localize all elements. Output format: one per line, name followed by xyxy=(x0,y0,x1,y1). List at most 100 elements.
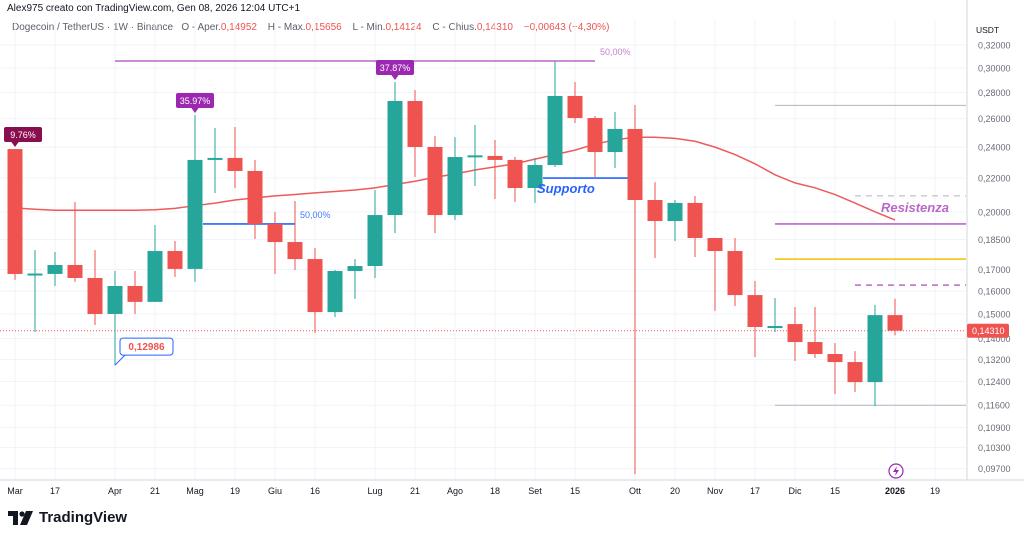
y-tick-label: 0,11600 xyxy=(978,401,1010,411)
y-tick-label: 0,30000 xyxy=(978,63,1011,73)
candle-down xyxy=(7,149,23,274)
candle-down xyxy=(567,95,583,119)
candle-down xyxy=(647,199,663,222)
candle-down xyxy=(827,354,843,363)
x-tick-label: Ago xyxy=(447,486,463,496)
candle-down xyxy=(127,286,143,302)
y-tick-label: 0,09700 xyxy=(978,464,1011,474)
x-tick-label: Mag xyxy=(186,486,204,496)
candle-down xyxy=(727,251,743,296)
pct-label-box xyxy=(4,127,42,143)
candle-down xyxy=(687,202,703,238)
candle-down xyxy=(487,155,503,160)
candle-up xyxy=(467,155,483,158)
candle-down xyxy=(287,242,303,260)
x-tick-label: Lug xyxy=(367,486,382,496)
x-tick-label: 20 xyxy=(670,486,680,496)
price-chart[interactable]: 50,00% 50,00% Supporto Resistenza 9.76% 35.97… xyxy=(0,0,1024,500)
candle-up xyxy=(147,251,163,302)
change-value: −0,00643 (−4,30%) xyxy=(523,22,610,33)
x-tick-label: Apr xyxy=(108,486,122,496)
pct-label-pointer xyxy=(11,141,19,148)
lightning-icon-glyph xyxy=(893,466,899,476)
high-value: 0,15656 xyxy=(305,22,342,33)
candle-down xyxy=(807,342,823,355)
candle-down xyxy=(427,146,443,216)
axes: 0,32000 0,30000 0,28000 0,26000 0,24000 0,220… xyxy=(0,0,1024,496)
candle-up xyxy=(107,286,123,314)
y-tick-label: 0,17000 xyxy=(978,265,1011,275)
supporto-text: Supporto xyxy=(537,181,595,196)
y-tick-label: 0,10300 xyxy=(978,443,1011,453)
candle-up xyxy=(447,157,463,216)
logo-text: TradingView xyxy=(39,509,128,526)
price-callout-box xyxy=(119,337,174,356)
tradingview-logo-icon xyxy=(8,510,33,525)
candle-up xyxy=(187,159,203,269)
candle-up xyxy=(207,157,223,160)
pct-label-box xyxy=(376,60,414,76)
candle-up xyxy=(387,101,403,216)
candle-down xyxy=(747,295,763,327)
pct-label: 9.76% xyxy=(10,130,36,140)
candle-up xyxy=(767,326,783,329)
candle-up xyxy=(27,273,43,276)
tradingview-logo[interactable]: TradingView xyxy=(8,509,127,526)
y-tick-label: 0,16000 xyxy=(978,287,1011,297)
x-tick-label: 15 xyxy=(570,486,580,496)
open-value: 0,14952 xyxy=(220,22,257,33)
x-tick-label: 19 xyxy=(930,486,940,496)
annotation-lines xyxy=(0,60,966,406)
y-tick-label: 0,13200 xyxy=(978,355,1011,365)
x-tick-label: Mar xyxy=(7,486,23,496)
x-tick-label: 21 xyxy=(150,486,160,496)
price-callout-text: 0,12986 xyxy=(128,342,165,353)
candle-up xyxy=(547,95,563,166)
x-tick-label: 21 xyxy=(410,486,420,496)
pct-label-pointer xyxy=(391,74,399,81)
x-tick-label: 2026 xyxy=(885,486,905,496)
candle-up xyxy=(367,215,383,267)
x-tick-label: Giu xyxy=(268,486,282,496)
annotation-labels: 50,00% 50,00% Supporto Resistenza 9.76% 35.97… xyxy=(4,47,949,479)
low-label: L - Min. xyxy=(352,22,386,33)
y-tick-label: 0,12400 xyxy=(978,377,1011,387)
x-tick-label: 15 xyxy=(830,486,840,496)
candle-down xyxy=(507,159,523,188)
candle-down xyxy=(227,157,243,171)
resistenza-text: Resistenza xyxy=(881,200,949,215)
y-tick-label: 0,15000 xyxy=(978,309,1011,319)
candle-up xyxy=(607,128,623,153)
y-tick-label: 0,10900 xyxy=(978,423,1011,433)
candle-down xyxy=(167,251,183,269)
candle-up xyxy=(867,315,883,383)
x-tick-label: 16 xyxy=(310,486,320,496)
y-tick-label: 0,14000 xyxy=(978,334,1011,344)
candle-down xyxy=(67,264,83,278)
pct-label-box xyxy=(176,93,214,109)
author-line: Alex975 creato con TradingView.com, Gen … xyxy=(7,3,301,14)
candle-down xyxy=(847,362,863,383)
x-tick-label: Nov xyxy=(707,486,724,496)
pct-label: 35.97% xyxy=(180,96,211,106)
y-tick-label: 0,32000 xyxy=(978,41,1011,51)
pct-label: 37.87% xyxy=(380,63,411,73)
open-label: O - Aper. xyxy=(181,22,221,33)
candle-up xyxy=(667,202,683,222)
y-tick-label: 0,22000 xyxy=(978,174,1011,184)
x-tick-label: Set xyxy=(528,486,542,496)
candle-down xyxy=(707,237,723,252)
y-tick-label: 0,18500 xyxy=(978,235,1011,245)
candle-down xyxy=(307,259,323,313)
candle-down xyxy=(407,101,423,147)
last-price-badge xyxy=(967,323,1009,338)
fib-50-top-label: 50,00% xyxy=(600,47,631,57)
x-tick-label: 17 xyxy=(50,486,60,496)
high-label: H - Max. xyxy=(267,22,306,33)
candle-down xyxy=(247,170,263,224)
y-tick-label: 0,24000 xyxy=(978,143,1011,153)
y-tick-label: 0,20000 xyxy=(978,207,1011,217)
candle-up xyxy=(527,165,543,188)
symbol-name: Dogecoin / TetherUS · 1W · Binance xyxy=(12,22,174,33)
candle-down xyxy=(627,128,643,200)
